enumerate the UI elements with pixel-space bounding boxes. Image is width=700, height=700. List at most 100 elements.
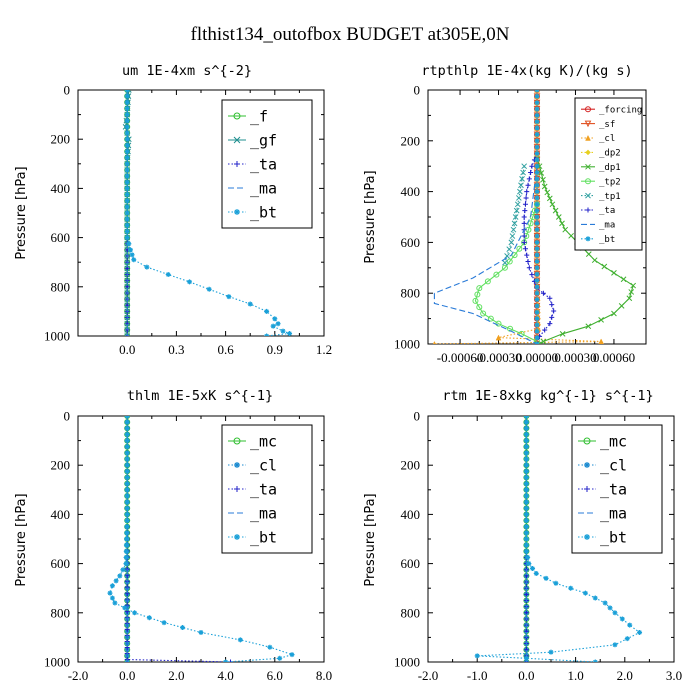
data-point: [124, 216, 130, 222]
legend-marker: [585, 192, 591, 199]
data-point: [124, 438, 130, 444]
panel-rtpthlp: rtpthlp 1E-4x(kg K)/(kg s) Pressure [hPa…: [363, 63, 647, 365]
data-point: [611, 310, 617, 317]
data-point: [534, 246, 540, 252]
y-tick-label: 1000: [394, 337, 420, 352]
data-point: [552, 207, 559, 214]
data-point: [124, 450, 130, 456]
x-tick-label: 0.3: [168, 342, 184, 357]
data-point: [551, 308, 557, 314]
data-point: [628, 289, 635, 295]
data-point: [510, 226, 517, 233]
y-axis-label: Pressure [hPa]: [14, 166, 29, 259]
data-point: [124, 462, 130, 468]
data-point: [109, 583, 115, 589]
data-point: [432, 340, 436, 344]
plot-area: [122, 90, 293, 336]
data-point: [540, 176, 546, 183]
y-tick-label: 600: [51, 556, 71, 571]
data-point: [526, 265, 532, 271]
data-point: [124, 179, 130, 185]
y-tick-label: 0: [414, 83, 421, 98]
data-point: [523, 493, 529, 499]
data-point: [126, 241, 132, 247]
data-point: [523, 487, 529, 493]
y-tick-label: 200: [51, 132, 71, 147]
legend-marker: [234, 161, 240, 167]
data-point: [493, 271, 500, 278]
y-tick-label: 400: [51, 507, 71, 522]
x-tick-label: 0.0: [119, 668, 135, 683]
data-point: [534, 322, 540, 328]
data-point: [165, 272, 171, 277]
data-point: [582, 590, 588, 596]
x-tick-label: -2.0: [418, 668, 439, 683]
data-point: [124, 118, 130, 124]
data-point: [534, 119, 540, 125]
data-point: [522, 201, 528, 207]
data-point: [127, 247, 133, 253]
x-tick-label: 0.00000: [516, 350, 558, 365]
data-point: [124, 475, 130, 480]
data-point: [534, 208, 540, 214]
x-tick-label: 1.0: [567, 668, 583, 683]
data-point: [523, 468, 529, 474]
data-point: [124, 136, 130, 142]
legend-entry: _mc: [250, 432, 277, 450]
data-point: [534, 138, 540, 144]
data-point: [525, 258, 531, 264]
data-point: [547, 295, 553, 301]
data-point: [289, 652, 295, 658]
data-point: [523, 511, 529, 517]
data-point: [601, 263, 608, 270]
data-point: [511, 220, 518, 227]
data-point: [526, 561, 532, 567]
data-point: [270, 323, 276, 329]
data-point: [124, 431, 130, 437]
data-point: [123, 542, 129, 548]
data-point: [523, 431, 529, 437]
data-point: [619, 616, 625, 622]
data-point: [534, 93, 540, 99]
data-point: [124, 204, 130, 210]
data-point: [523, 505, 529, 511]
data-point: [568, 585, 574, 591]
data-point: [519, 176, 525, 182]
data-point: [124, 99, 130, 105]
data-point: [627, 622, 633, 628]
data-point: [124, 222, 130, 228]
legend-entry: _cl: [250, 456, 277, 474]
data-point: [540, 338, 547, 344]
legend-entry: _ta: [250, 155, 277, 173]
x-tick-label: 4.0: [217, 668, 233, 683]
x-tick-label: 6.0: [267, 668, 283, 683]
legend-entry: _f: [250, 107, 268, 125]
y-axis-label: Pressure [hPa]: [363, 493, 378, 586]
x-tick-label: 0.9: [267, 342, 283, 357]
data-point: [534, 176, 540, 182]
data-point: [522, 208, 528, 214]
data-point: [237, 637, 243, 643]
data-point: [624, 636, 630, 642]
data-point: [523, 655, 529, 661]
plot-area: [474, 416, 643, 662]
legend-marker: [584, 462, 590, 468]
legend: _forcing _sf _cl _dp2 _dp1 _tp2 _tp1 _ta _ma _bt: [574, 97, 643, 251]
legend-marker: [585, 106, 591, 113]
x-tick-label: 0.6: [217, 342, 234, 357]
series-ma: [433, 166, 538, 344]
data-point: [534, 195, 540, 201]
data-point: [524, 189, 530, 195]
series-dp1: [534, 155, 637, 344]
data-point: [124, 192, 130, 198]
data-point: [522, 246, 528, 252]
x-tick-label: 1.2: [316, 342, 332, 357]
legend-entry: _bt: [250, 528, 277, 546]
data-point: [544, 189, 551, 196]
data-point: [480, 310, 487, 317]
data-point: [280, 328, 286, 334]
data-point: [527, 220, 534, 227]
legend-entry: _sf: [599, 120, 615, 130]
data-point: [124, 105, 130, 111]
